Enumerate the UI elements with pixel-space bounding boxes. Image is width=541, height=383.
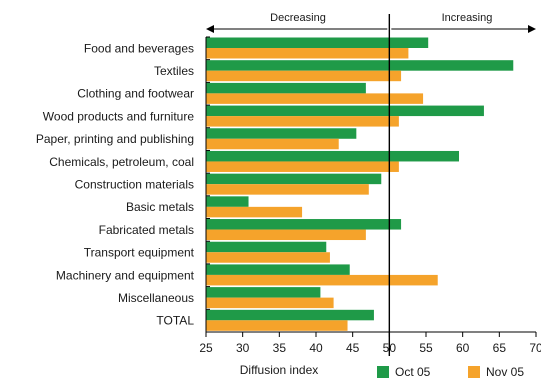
bar-nov-05-total xyxy=(206,320,348,331)
category-label-machinery-and-equipment: Machinery and equipment xyxy=(56,268,195,282)
bar-oct-05-construction-materials xyxy=(206,173,382,185)
bar-nov-05-miscellaneous xyxy=(206,297,334,309)
category-label-paper-printing-and-publishing: Paper, printing and publishing xyxy=(36,132,194,146)
category-label-miscellaneous: Miscellaneous xyxy=(118,291,194,305)
category-label-wood-products-and-furniture: Wood products and furniture xyxy=(43,109,195,123)
x-axis-label: Diffusion index xyxy=(240,363,319,377)
bar-nov-05-machinery-and-equipment xyxy=(206,274,438,286)
category-label-construction-materials: Construction materials xyxy=(75,178,194,192)
axes-group: 25 30 35 40 45 50 55 60 65 70 xyxy=(199,14,541,356)
bar-oct-05-machinery-and-equipment xyxy=(206,264,350,275)
x-tick-label-45: 45 xyxy=(346,341,360,355)
category-label-clothing-and-footwear: Clothing and footwear xyxy=(77,87,194,101)
x-tick-label-65: 65 xyxy=(493,341,507,355)
bar-nov-05-fabricated-metals xyxy=(206,229,366,241)
bar-nov-05-textiles xyxy=(206,70,402,82)
category-label-chemicals-petroleum-coal: Chemicals, petroleum, coal xyxy=(49,155,194,169)
legend-swatch-nov05 xyxy=(468,366,480,378)
bar-nov-05-construction-materials xyxy=(206,184,369,195)
category-label-fabricated-metals: Fabricated metals xyxy=(99,223,194,237)
category-label-food-and-beverages: Food and beverages xyxy=(84,41,194,55)
legend: Oct 05 Nov 05 xyxy=(377,365,524,379)
bars-group xyxy=(206,37,514,331)
bar-oct-05-total xyxy=(206,309,374,321)
x-tick-label-30: 30 xyxy=(236,341,250,355)
legend-label-oct05: Oct 05 xyxy=(395,365,431,379)
bar-nov-05-transport-equipment xyxy=(206,252,330,263)
bar-oct-05-chemicals-petroleum-coal xyxy=(206,150,459,162)
x-tick-label-40: 40 xyxy=(309,341,323,355)
category-label-basic-metals: Basic metals xyxy=(126,200,194,214)
x-tick-label-70: 70 xyxy=(529,341,541,355)
bar-oct-05-fabricated-metals xyxy=(206,219,402,230)
annotation-group: Decreasing Increasing xyxy=(270,12,492,24)
legend-swatch-oct05 xyxy=(377,366,389,378)
bar-nov-05-paper-printing-and-publishing xyxy=(206,138,339,150)
category-label-total: TOTAL xyxy=(156,314,194,328)
bar-nov-05-basic-metals xyxy=(206,206,303,218)
bar-oct-05-basic-metals xyxy=(206,196,249,207)
bar-oct-05-paper-printing-and-publishing xyxy=(206,128,357,139)
bar-nov-05-chemicals-petroleum-coal xyxy=(206,161,399,172)
x-tick-label-25: 25 xyxy=(199,341,213,355)
increasing-arrow-head xyxy=(528,25,536,33)
category-label-textiles: Textiles xyxy=(154,64,194,78)
legend-label-nov05: Nov 05 xyxy=(486,365,524,379)
bar-oct-05-transport-equipment xyxy=(206,241,327,253)
bar-oct-05-food-and-beverages xyxy=(206,37,429,48)
bar-nov-05-food-and-beverages xyxy=(206,48,409,59)
increasing-label: Increasing xyxy=(442,12,493,24)
bar-nov-05-clothing-and-footwear xyxy=(206,93,424,104)
bar-oct-05-clothing-and-footwear xyxy=(206,82,366,94)
decreasing-label: Decreasing xyxy=(270,12,326,24)
bar-oct-05-miscellaneous xyxy=(206,287,321,298)
x-tick-label-60: 60 xyxy=(456,341,470,355)
x-tick-label-55: 55 xyxy=(419,341,433,355)
decreasing-arrow-head xyxy=(206,25,214,33)
category-labels: Food and beverages Textiles Clothing and f… xyxy=(36,41,195,327)
bar-nov-05-wood-products-and-furniture xyxy=(206,116,399,127)
bar-oct-05-textiles xyxy=(206,60,514,71)
category-label-transport-equipment: Transport equipment xyxy=(84,246,195,260)
bar-oct-05-wood-products-and-furniture xyxy=(206,105,484,117)
x-tick-label-35: 35 xyxy=(273,341,287,355)
